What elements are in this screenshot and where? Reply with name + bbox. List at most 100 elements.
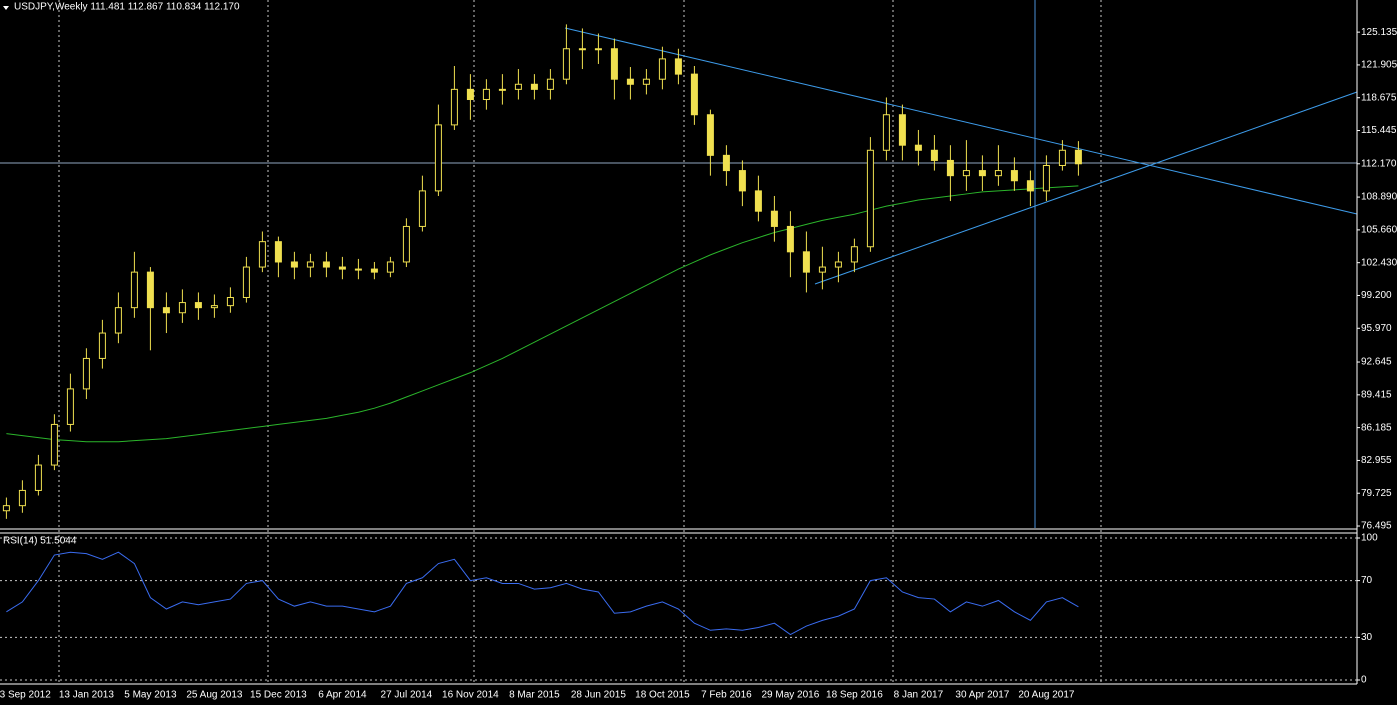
y-tick-label: 70 bbox=[1361, 575, 1373, 586]
candle-body bbox=[178, 302, 186, 314]
y-tick-label: 79.725 bbox=[1361, 488, 1392, 499]
y-tick-label: 76.495 bbox=[1361, 521, 1392, 532]
candle-body bbox=[1010, 170, 1018, 182]
candle-body bbox=[114, 307, 122, 334]
candle-body bbox=[962, 170, 970, 177]
candle-body bbox=[754, 190, 762, 212]
y-tick-label: 105.660 bbox=[1361, 225, 1397, 236]
candle-body bbox=[290, 261, 298, 268]
candle-body bbox=[642, 78, 650, 85]
candle-body bbox=[18, 489, 26, 507]
y-tick-label: 92.645 bbox=[1361, 357, 1392, 368]
candle-body bbox=[370, 268, 378, 273]
candle-body bbox=[946, 159, 954, 177]
candle-body bbox=[258, 241, 266, 268]
candle-body bbox=[578, 48, 586, 51]
candle-body bbox=[34, 464, 42, 491]
x-tick-label: 18 Oct 2015 bbox=[635, 690, 690, 701]
x-tick-label: 5 May 2013 bbox=[124, 690, 177, 701]
candle-body bbox=[850, 246, 858, 263]
candle-body bbox=[402, 225, 410, 263]
candle-body bbox=[594, 48, 602, 51]
candle-body bbox=[610, 48, 618, 80]
y-tick-label: 82.955 bbox=[1361, 455, 1392, 466]
x-tick-label: 7 Feb 2016 bbox=[701, 690, 752, 701]
candle-body bbox=[130, 271, 138, 309]
y-tick-label: 121.905 bbox=[1361, 60, 1397, 71]
candle-body bbox=[738, 170, 746, 192]
candle-body bbox=[354, 268, 362, 271]
menu-icon[interactable] bbox=[3, 6, 9, 10]
candle-body bbox=[898, 114, 906, 146]
candle-body bbox=[914, 144, 922, 151]
moving-average bbox=[6, 185, 1079, 443]
candle-body bbox=[66, 388, 74, 425]
rsi-title: RSI(14) 51.5044 bbox=[3, 536, 77, 547]
candle-body bbox=[50, 423, 58, 466]
candle-body bbox=[322, 261, 330, 268]
candle-body bbox=[434, 124, 442, 192]
y-tick-label: 0 bbox=[1361, 675, 1367, 686]
x-tick-label: 16 Nov 2014 bbox=[442, 690, 499, 701]
x-tick-label: 8 Mar 2015 bbox=[509, 690, 560, 701]
y-tick-label: 108.890 bbox=[1361, 192, 1397, 203]
x-tick-label: 6 Apr 2014 bbox=[318, 690, 367, 701]
candle-body bbox=[866, 149, 874, 248]
candle-body bbox=[882, 114, 890, 151]
candle-body bbox=[98, 332, 106, 359]
x-tick-label: 23 Sep 2012 bbox=[0, 690, 51, 701]
candle-body bbox=[498, 88, 506, 91]
candle-body bbox=[338, 266, 346, 270]
candle-body bbox=[546, 78, 554, 90]
x-tick-label: 13 Jan 2013 bbox=[59, 690, 114, 701]
candle-body bbox=[690, 73, 698, 116]
candle-body bbox=[978, 170, 986, 177]
candle-body bbox=[994, 170, 1002, 177]
candle-body bbox=[1058, 149, 1066, 167]
x-tick-label: 15 Dec 2013 bbox=[250, 690, 307, 701]
candle-body bbox=[562, 48, 570, 80]
candle-body bbox=[530, 83, 538, 90]
x-tick-label: 30 Apr 2017 bbox=[955, 690, 1009, 701]
x-tick-label: 28 Jun 2015 bbox=[571, 690, 626, 701]
y-tick-label: 112.170 bbox=[1361, 158, 1397, 169]
y-tick-label: 118.675 bbox=[1361, 92, 1397, 103]
x-tick-label: 20 Aug 2017 bbox=[1018, 690, 1075, 701]
candle-body bbox=[802, 251, 810, 273]
candle-body bbox=[82, 357, 90, 390]
candle-body bbox=[1026, 180, 1034, 192]
trend-line bbox=[564, 27, 1358, 215]
y-tick-label: 125.135 bbox=[1361, 27, 1397, 38]
chart-title: USDJPY,Weekly 111.481 112.867 110.834 11… bbox=[14, 2, 240, 13]
y-tick-label: 95.970 bbox=[1361, 323, 1392, 334]
y-tick-label: 86.185 bbox=[1361, 422, 1392, 433]
x-tick-label: 27 Jul 2014 bbox=[381, 690, 433, 701]
y-tick-label: 115.445 bbox=[1361, 125, 1397, 136]
x-tick-label: 25 Aug 2013 bbox=[186, 690, 243, 701]
rsi-line bbox=[6, 551, 1079, 636]
candle-body bbox=[450, 88, 458, 126]
candle-body bbox=[274, 241, 282, 263]
candle-body bbox=[674, 58, 682, 75]
candle-body bbox=[818, 266, 826, 273]
candle-body bbox=[626, 78, 634, 85]
candle-body bbox=[162, 307, 170, 314]
y-tick-label: 99.200 bbox=[1361, 290, 1392, 301]
candle-body bbox=[386, 261, 394, 273]
candle-body bbox=[786, 225, 794, 253]
y-tick-label: 102.430 bbox=[1361, 257, 1397, 268]
x-tick-label: 29 May 2016 bbox=[761, 690, 819, 701]
candle-body bbox=[194, 302, 202, 309]
candle-body bbox=[658, 58, 666, 80]
candle-body bbox=[466, 88, 474, 101]
candle-body bbox=[834, 261, 842, 268]
candle-body bbox=[2, 505, 10, 512]
candle-body bbox=[770, 210, 778, 227]
y-tick-label: 100 bbox=[1361, 533, 1378, 544]
candle-body bbox=[1074, 149, 1082, 165]
candle-body bbox=[930, 149, 938, 161]
candle-body bbox=[482, 88, 490, 101]
candle-body bbox=[226, 297, 234, 307]
candle-body bbox=[1042, 165, 1050, 192]
